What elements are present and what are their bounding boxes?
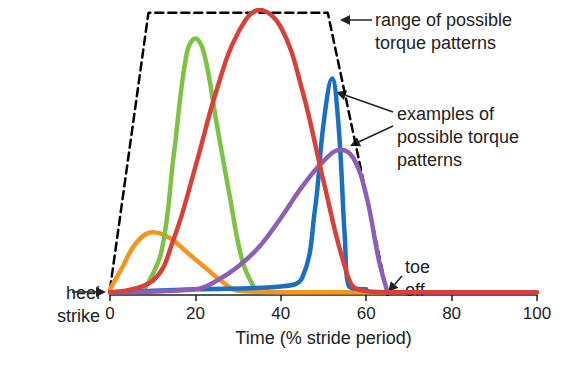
svg-text:possible torque: possible torque — [397, 127, 519, 147]
svg-text:100: 100 — [523, 304, 551, 323]
svg-text:40: 40 — [271, 304, 290, 323]
svg-text:toe: toe — [405, 257, 430, 277]
svg-text:Time (% stride period): Time (% stride period) — [235, 328, 411, 348]
svg-text:off: off — [405, 280, 426, 300]
svg-text:range of possible: range of possible — [375, 10, 512, 30]
svg-text:60: 60 — [357, 304, 376, 323]
svg-text:80: 80 — [442, 304, 461, 323]
svg-text:examples of: examples of — [397, 104, 495, 124]
svg-text:heel: heel — [66, 283, 100, 303]
svg-text:patterns: patterns — [397, 150, 462, 170]
svg-text:torque patterns: torque patterns — [375, 33, 496, 53]
svg-text:20: 20 — [186, 304, 205, 323]
svg-text:strike: strike — [57, 306, 100, 326]
svg-text:0: 0 — [105, 304, 114, 323]
